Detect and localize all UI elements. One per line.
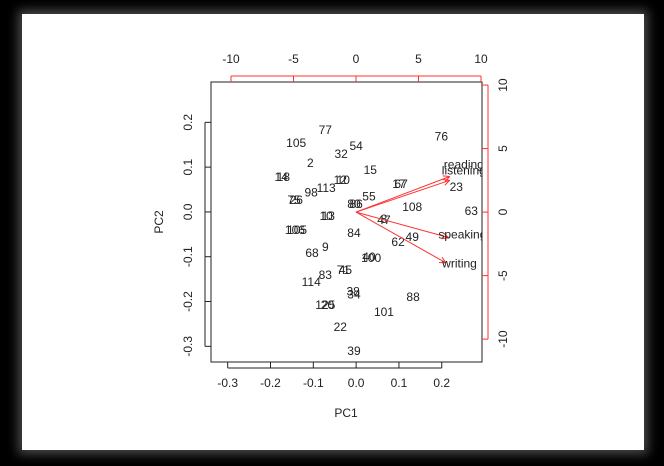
x-tick-label: -0.1 bbox=[303, 376, 324, 390]
x2-tick-label: 10 bbox=[474, 52, 488, 66]
loading-arrow bbox=[355, 211, 449, 238]
point-label: 98 bbox=[305, 185, 319, 199]
y-tick-label: 0.2 bbox=[181, 114, 195, 131]
point-label: 18 bbox=[277, 170, 291, 184]
y-tick-label: -0.3 bbox=[181, 336, 195, 357]
point-label: 38 bbox=[346, 284, 360, 298]
x-tick-label: 0.2 bbox=[433, 376, 450, 390]
point-label: 86 bbox=[349, 197, 363, 211]
loading-label: writing bbox=[441, 257, 477, 271]
point-label: 40 bbox=[362, 250, 376, 264]
point-label: 71 bbox=[337, 263, 351, 277]
point-label: 12 bbox=[334, 173, 348, 187]
point-label: 113 bbox=[317, 181, 336, 195]
y-axis-label: PC2 bbox=[152, 210, 166, 234]
x-tick-label: -0.3 bbox=[217, 376, 238, 390]
arrow-head bbox=[441, 237, 449, 240]
arrow-head bbox=[444, 179, 451, 186]
point-label: 2 bbox=[307, 156, 314, 170]
point-label: 100 bbox=[361, 251, 381, 265]
point-label: 32 bbox=[334, 147, 348, 161]
loading-label: listening bbox=[442, 164, 486, 178]
point-label: 76 bbox=[435, 129, 449, 143]
point-label: 105 bbox=[286, 136, 306, 150]
point-label: 80 bbox=[347, 197, 361, 211]
point-label: 10 bbox=[337, 173, 351, 187]
point-label: 54 bbox=[349, 139, 363, 153]
point-label: 9 bbox=[322, 240, 329, 254]
y-tick-label: -0.2 bbox=[181, 291, 195, 312]
y2-tick-label: 0 bbox=[496, 208, 510, 215]
y2-tick-label: 5 bbox=[496, 145, 510, 152]
point-label: 55 bbox=[362, 189, 376, 203]
point-label: 83 bbox=[319, 268, 333, 282]
y-tick-label: 0.0 bbox=[181, 203, 195, 220]
point-label: 75 bbox=[287, 193, 301, 207]
point-label: 88 bbox=[406, 290, 420, 304]
y2-tick-label: 10 bbox=[496, 78, 510, 92]
point-label: 68 bbox=[305, 246, 319, 260]
arrow-head bbox=[441, 256, 447, 264]
point-label: 105 bbox=[287, 223, 307, 237]
point-label: 108 bbox=[402, 200, 422, 214]
point-label: 77 bbox=[319, 123, 333, 137]
x2-tick-label: -10 bbox=[222, 52, 240, 66]
y2-tick-label: -5 bbox=[496, 270, 510, 281]
point-label: 34 bbox=[347, 287, 361, 301]
x2-tick-label: -5 bbox=[288, 52, 299, 66]
y2-tick-label: -10 bbox=[496, 330, 510, 348]
y-tick-label: -0.1 bbox=[181, 246, 195, 267]
point-label: 8 bbox=[381, 212, 388, 226]
x-tick-label: -0.2 bbox=[260, 376, 281, 390]
point-label: 125 bbox=[315, 298, 335, 312]
point-label: 84 bbox=[347, 226, 361, 240]
point-label: 22 bbox=[334, 320, 348, 334]
point-label: 62 bbox=[391, 235, 405, 249]
arrow-head bbox=[442, 232, 449, 238]
point-label: 106 bbox=[285, 223, 305, 237]
point-label: 26 bbox=[290, 193, 304, 207]
point-label: 114 bbox=[302, 275, 321, 289]
x-tick-label: 0.1 bbox=[391, 376, 408, 390]
x-tick-label: 0.0 bbox=[348, 376, 365, 390]
x2-tick-label: 0 bbox=[353, 52, 360, 66]
loading-arrow bbox=[355, 211, 447, 264]
point-label: 45 bbox=[339, 263, 353, 277]
point-label: 17 bbox=[392, 177, 406, 191]
y-tick-label: 0.1 bbox=[181, 158, 195, 175]
loading-label: reading bbox=[444, 157, 484, 171]
point-label: 13 bbox=[322, 209, 336, 223]
panel bbox=[22, 14, 644, 450]
loading-label: speaking bbox=[438, 227, 486, 241]
point-label: 15 bbox=[364, 163, 378, 177]
point-label: 67 bbox=[394, 177, 408, 191]
plot-frame bbox=[210, 81, 483, 363]
arrow-head bbox=[442, 175, 450, 178]
point-label: 39 bbox=[347, 344, 361, 358]
point-label: 63 bbox=[465, 204, 479, 218]
x2-tick-label: 5 bbox=[415, 52, 422, 66]
point-label: 10 bbox=[319, 209, 333, 223]
point-label: 101 bbox=[374, 305, 394, 319]
point-label: 23 bbox=[450, 180, 464, 194]
loading-arrow bbox=[355, 176, 450, 213]
point-label: 14 bbox=[275, 170, 289, 184]
arrow-head bbox=[444, 176, 451, 182]
point-label: 49 bbox=[406, 230, 420, 244]
loading-arrow bbox=[355, 179, 450, 213]
arrow-head bbox=[442, 178, 450, 181]
point-label: 20 bbox=[321, 298, 335, 312]
x-axis-label: PC1 bbox=[334, 406, 358, 420]
